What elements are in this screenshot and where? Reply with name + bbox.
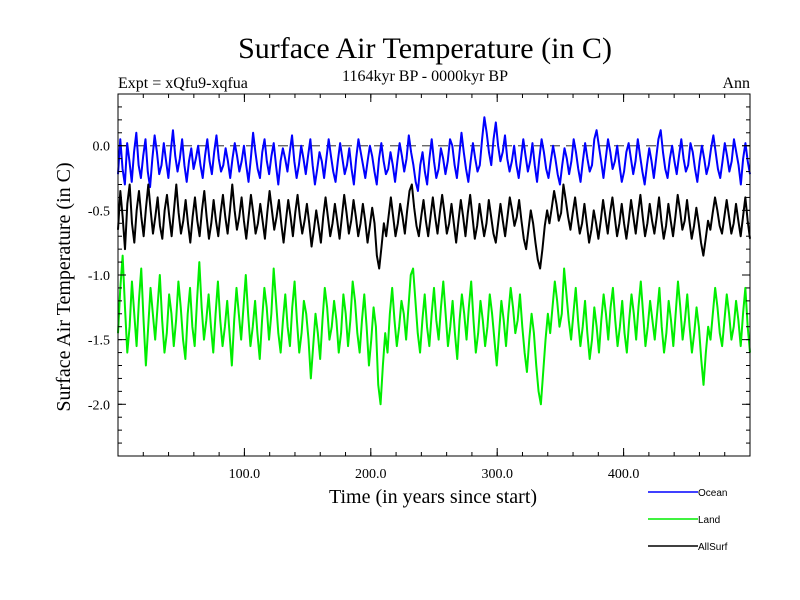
legend-label-ocean: Ocean [698,488,727,499]
y-axis: 0.0 -0.5 -1.0 -1.5 -2.0 [88,93,750,457]
chart-subtitle: 1164kyr BP - 0000kyr BP [342,68,508,85]
legend-label-land: Land [698,515,720,526]
chart-title: Surface Air Temperature (in C) [238,32,612,65]
y-axis-label: Surface Air Temperature (in C) [53,162,75,411]
series-line-land [117,254,751,406]
series-line-allsurf [117,183,751,270]
y-tick-label: 0.0 [93,140,111,155]
x-tick-label: 100.0 [229,467,261,482]
series-line-ocean [117,116,751,192]
x-axis: 100.0 200.0 300.0 400.0 [142,94,726,482]
expt-label: Expt = xQfu9-xqfua [118,75,248,92]
x-tick-label: 400.0 [608,467,640,482]
season-label: Ann [722,75,750,92]
plot-frame [117,93,751,457]
x-axis-label: Time (in years since start) [329,486,537,508]
y-tick-label: -2.0 [88,398,110,413]
legend-label-allsurf: AllSurf [698,542,728,553]
x-tick-label: 300.0 [481,467,513,482]
plot-area [117,93,751,457]
legend: Ocean Land AllSurf [648,488,728,553]
x-tick-label: 200.0 [355,467,387,482]
y-tick-label: -0.5 [88,204,110,219]
y-tick-label: -1.0 [88,269,110,284]
y-tick-label: -1.5 [88,334,110,349]
